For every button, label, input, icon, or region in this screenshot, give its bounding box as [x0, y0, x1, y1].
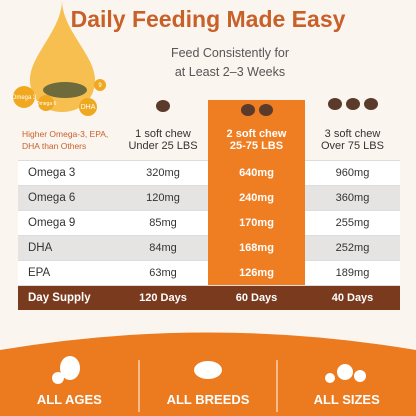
header-line: Under 25 LBS	[128, 140, 198, 152]
drop	[38, 95, 54, 111]
dog-icon	[60, 356, 80, 380]
header-line: 3 soft chew	[324, 128, 381, 140]
row-label: Omega 9	[28, 216, 76, 229]
highlight-cell	[208, 160, 305, 185]
footer: ALL AGES ALL BREEDS ALL SIZES	[0, 392, 416, 407]
drop	[94, 79, 106, 91]
row-label: Day Supply	[28, 291, 91, 304]
value-cell: 120 Days	[139, 291, 187, 304]
dog-icon	[325, 373, 335, 383]
dog-icon	[337, 364, 353, 380]
chew-icon	[240, 104, 255, 116]
chew-icon	[156, 100, 170, 112]
value-cell: 84mg	[149, 241, 177, 254]
row-label: Omega 3	[28, 166, 76, 179]
subtitle: Feed Consistently for at Least 2–3 Weeks	[130, 44, 330, 82]
value-cell: 120mg	[146, 191, 180, 204]
drop-label: Omega 6	[36, 101, 57, 107]
footer-label: ALL AGES	[36, 392, 102, 407]
subtitle-line: Feed Consistently for	[170, 46, 290, 60]
oil-drops: Omega 3 Omega 6 DHA 9	[12, 0, 106, 116]
row-label: Omega 6	[28, 191, 76, 204]
value-cell: 63mg	[149, 266, 177, 279]
dog-icon	[52, 372, 64, 384]
value-cell: 40 Days	[331, 291, 374, 304]
drop	[79, 98, 97, 116]
dog-icon	[194, 361, 222, 379]
value-cell: 960mg	[335, 166, 370, 179]
drop-label: 9	[98, 83, 102, 89]
dog-icon	[354, 370, 366, 382]
header-line: 25-75 LBS	[229, 140, 284, 152]
header-line: Over 75 LBS	[321, 140, 384, 152]
fish	[43, 82, 87, 98]
value-cell: 170mg	[239, 216, 274, 229]
header-line: 2 soft chew	[226, 128, 287, 140]
value-cell: 126mg	[239, 266, 274, 279]
drop	[13, 86, 35, 108]
value-cell: 189mg	[335, 266, 370, 279]
drop-label: Omega 3	[12, 95, 37, 101]
highlight-cell	[208, 185, 305, 210]
highlight-cell	[208, 260, 305, 285]
chew-icon	[345, 98, 360, 110]
value-cell: 240mg	[239, 191, 274, 204]
chew-icon	[327, 98, 342, 110]
column-header: 3 soft chew Over 75 LBS	[305, 120, 400, 160]
value-cell: 60 Days	[235, 291, 278, 304]
row-bg	[18, 285, 400, 310]
footer-band	[0, 332, 416, 416]
value-cell: 640mg	[239, 166, 274, 179]
highlight-cell	[208, 210, 305, 235]
header-line: 1 soft chew	[135, 128, 191, 140]
highlight-cell	[208, 235, 305, 260]
value-cell: 360mg	[335, 191, 370, 204]
value-cell: 320mg	[146, 166, 180, 179]
chew-icon	[258, 104, 273, 116]
subtitle-line: at Least 2–3 Weeks	[174, 65, 286, 79]
row-label: DHA	[28, 241, 53, 254]
value-cell: 255mg	[335, 216, 370, 229]
value-cell: 85mg	[149, 216, 177, 229]
row-label: EPA	[28, 266, 51, 279]
footer-label: ALL BREEDS	[166, 392, 250, 407]
column-header: 1 soft chew Under 25 LBS	[118, 120, 208, 160]
footer-label: ALL SIZES	[313, 392, 380, 407]
drop-label: DHA	[81, 104, 96, 111]
column-header: 2 soft chew 25-75 LBS	[208, 120, 305, 160]
value-cell: 252mg	[335, 241, 370, 254]
header-corner: Higher Omega-3, EPA, DHA than Others	[22, 129, 109, 151]
chew-icon	[363, 98, 378, 110]
value-cell: 168mg	[239, 241, 274, 254]
title: Daily Feeding Made Easy	[70, 6, 346, 32]
